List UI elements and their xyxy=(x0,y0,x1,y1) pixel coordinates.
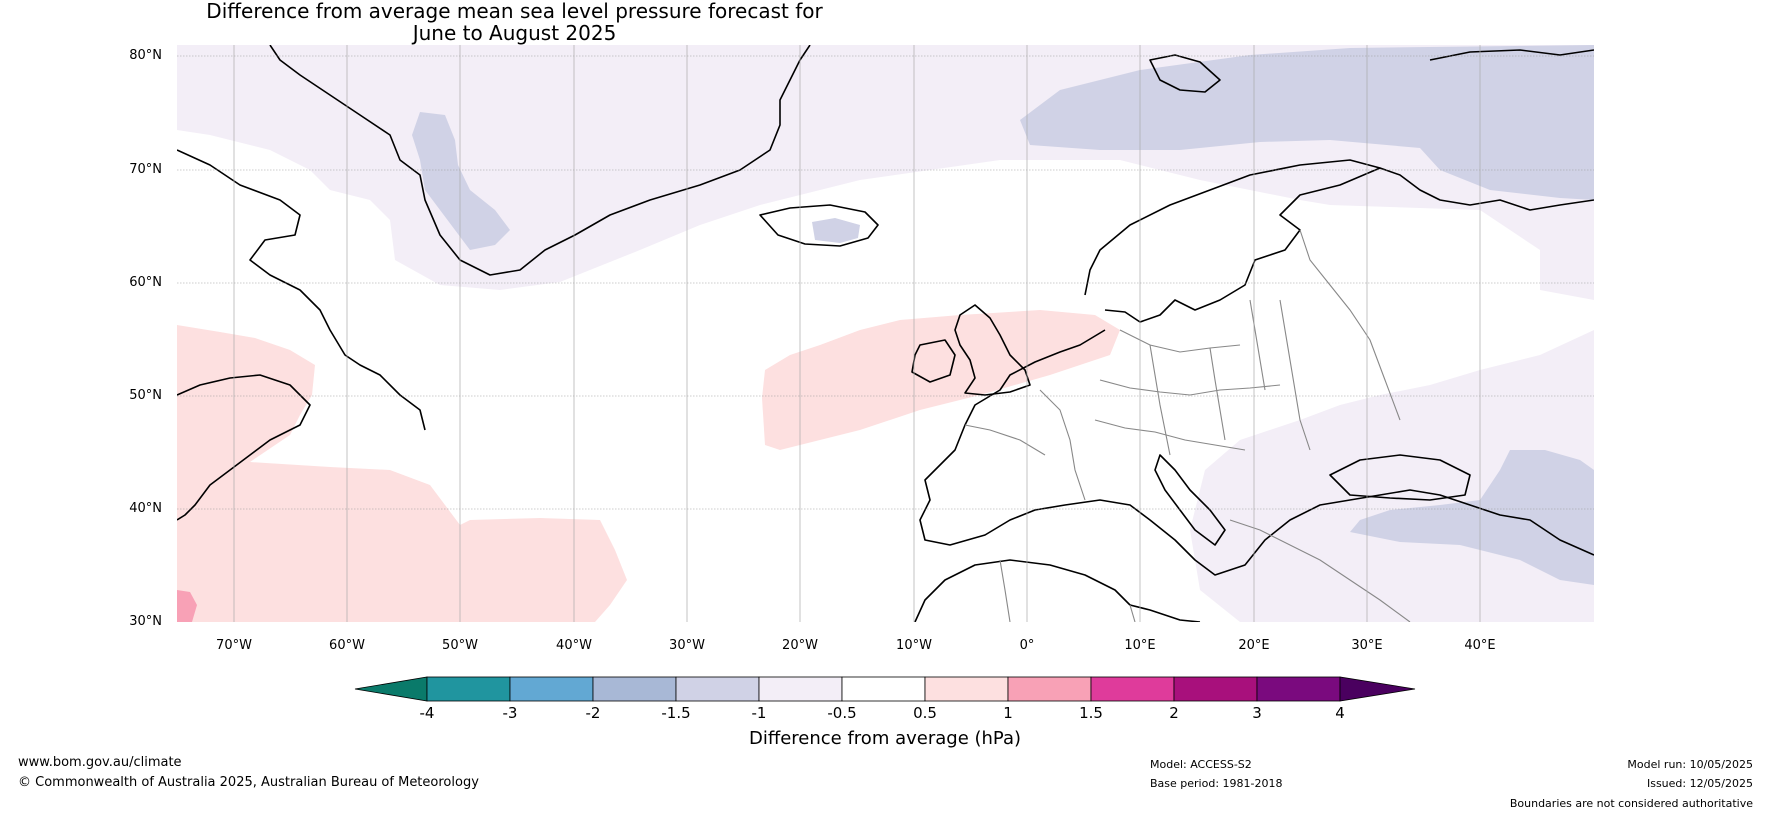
ireland-coastline xyxy=(911,339,956,383)
lon-label: 70°W xyxy=(216,638,252,653)
lon-label: 60°W xyxy=(329,638,365,653)
colorbar-bin xyxy=(758,676,843,702)
lat-label: 40°N xyxy=(129,501,162,516)
copyright-text: © Commonwealth of Australia 2025, Austra… xyxy=(18,775,479,790)
boundaries-disclaimer: Boundaries are not considered authoritat… xyxy=(1509,797,1753,810)
map-panel xyxy=(177,45,1594,622)
italy-coastline xyxy=(1154,454,1226,546)
colorbar-extension-high xyxy=(1339,676,1416,702)
greenland-coastline xyxy=(269,45,811,276)
colorbar-bin xyxy=(509,676,594,702)
iceland-coastline xyxy=(759,204,879,247)
colorbar-tick-label: -2 xyxy=(585,704,601,722)
lat-label: 50°N xyxy=(129,388,162,403)
colorbar-tick-label: 0.5 xyxy=(913,704,937,722)
black-sea-coastline xyxy=(1329,454,1471,501)
lon-label: 10°W xyxy=(896,638,932,653)
great-britain-coastline xyxy=(954,304,1031,396)
lat-label: 80°N xyxy=(129,48,162,63)
colorbar-bin xyxy=(1256,676,1341,702)
scandinavia-coastline xyxy=(1084,159,1381,323)
colorbar-bin xyxy=(1090,676,1175,702)
colorbar-tick-label: 1.5 xyxy=(1079,704,1103,722)
lat-label: 70°N xyxy=(129,162,162,177)
lon-label: 20°E xyxy=(1238,638,1270,653)
lon-label: 30°E xyxy=(1351,638,1383,653)
lon-label: 30°W xyxy=(669,638,705,653)
colorbar-bin xyxy=(426,676,511,702)
issued-date: Issued: 12/05/2025 xyxy=(1646,777,1753,790)
anomaly-region-pos-0.5-uk xyxy=(762,310,1120,450)
russia-north-coastline xyxy=(1379,167,1594,211)
anomaly-region-pos-1 xyxy=(177,590,197,622)
colorbar-tick-label: -0.5 xyxy=(827,704,857,722)
colorbar-bin xyxy=(1007,676,1092,702)
anomaly-region-neg-1-iceland xyxy=(812,218,860,243)
colorbar-tick-label: 4 xyxy=(1335,704,1345,722)
north-africa-coastline xyxy=(914,559,1201,622)
lon-label: 40°W xyxy=(556,638,592,653)
colorbar-bin xyxy=(592,676,677,702)
colorbar-tick-label: -1 xyxy=(751,704,767,722)
colorbar-bin xyxy=(675,676,760,702)
novaya-zemlya-coastline xyxy=(1429,49,1594,61)
colorbar-tick-label: 3 xyxy=(1252,704,1262,722)
model-run-date: Model run: 10/05/2025 xyxy=(1627,758,1753,771)
coastlines xyxy=(177,45,1594,622)
colorbar-bin xyxy=(924,676,1009,702)
canada-coastline-south xyxy=(177,374,311,521)
colorbar-tick-label: 2 xyxy=(1169,704,1179,722)
canada-coastline-north xyxy=(177,149,426,431)
colorbar-tick-label: 1 xyxy=(1003,704,1013,722)
colorbar-tick-label: -3 xyxy=(502,704,518,722)
colorbar-extension-low xyxy=(354,676,428,702)
graticule xyxy=(177,55,1594,510)
colorbar-tick-label: -4 xyxy=(419,704,435,722)
colorbar-bin xyxy=(1173,676,1258,702)
lon-label: 10°E xyxy=(1124,638,1156,653)
colorbar-bin xyxy=(841,676,926,702)
lat-label: 30°N xyxy=(129,614,162,629)
anomaly-region-neg-1-greenland xyxy=(412,112,510,250)
anomaly-region-neg-1-caspian xyxy=(1350,450,1594,585)
anomaly-region-neg-1-arctic xyxy=(1020,45,1594,200)
colorbar xyxy=(354,676,1416,702)
meridians xyxy=(233,45,1481,622)
lat-label: 60°N xyxy=(129,275,162,290)
colorbar-title: Difference from average (hPa) xyxy=(748,728,1022,749)
map-title-line-1: Difference from average mean sea level p… xyxy=(206,0,823,23)
national-borders xyxy=(964,229,1411,622)
lon-label: 50°W xyxy=(442,638,478,653)
anomaly-region-pos-0.5-westatlantic xyxy=(177,325,627,622)
website-link[interactable]: www.bom.gov.au/climate xyxy=(18,755,182,770)
base-period: Base period: 1981-2018 xyxy=(1150,777,1283,790)
colorbar-tick-label: -1.5 xyxy=(661,704,691,722)
europe-coastline xyxy=(919,329,1594,576)
map-title-line-2: June to August 2025 xyxy=(412,21,617,45)
model-name: Model: ACCESS-S2 xyxy=(1150,758,1252,771)
lon-label: 40°E xyxy=(1464,638,1496,653)
lon-label: 0° xyxy=(1019,638,1035,653)
lon-label: 20°W xyxy=(782,638,818,653)
